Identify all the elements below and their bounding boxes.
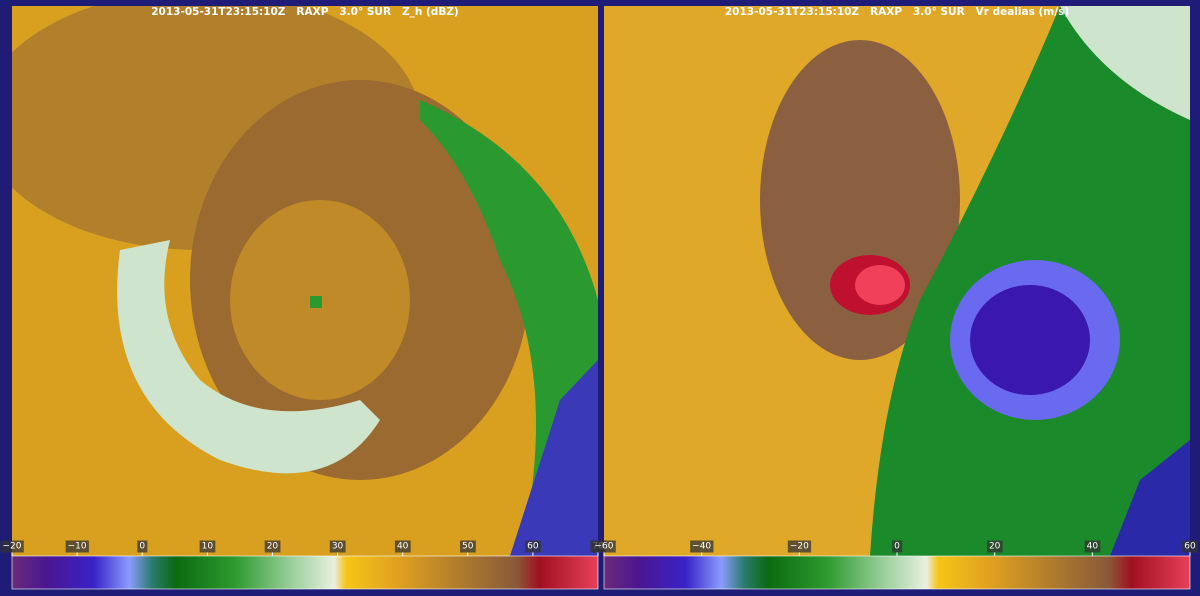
colorbar-tick-label: 40	[1087, 542, 1099, 552]
colorbar-tick-label: 0	[894, 542, 900, 552]
colorbar-tick-label: 10	[202, 542, 214, 552]
velocity-field	[604, 6, 1190, 556]
colorbar	[11, 555, 599, 590]
colorbar-tick-label: −40	[692, 542, 711, 552]
colorbar-tick-label: −20	[790, 542, 809, 552]
tick-label-bg	[892, 540, 903, 553]
colorbar-tick-label: 20	[989, 542, 1001, 552]
tick-label-bg	[986, 540, 1003, 553]
tick-label-bg	[1084, 540, 1101, 553]
colorbar-tick-label: 0	[139, 542, 145, 552]
tick-label-bg	[65, 540, 89, 553]
tick-label-bg	[329, 540, 346, 553]
tick-label-bg	[525, 540, 541, 553]
colorbar-tick-label: 50	[462, 542, 474, 552]
colorbar-tick-label: −10	[68, 542, 87, 552]
colorbar-tick-label: 30	[332, 542, 344, 552]
tick-label-bg	[460, 540, 476, 553]
colorbar	[603, 555, 1191, 590]
tick-label-bg	[264, 540, 281, 553]
colorbar-tick-label: 60	[527, 542, 539, 552]
colorbar-tick-label: 40	[397, 542, 409, 552]
colorbar-tick-label: 60	[1184, 542, 1196, 552]
tick-label-bg	[0, 540, 24, 553]
colorbar-tick-label: 20	[267, 542, 279, 552]
tick-label-bg	[1182, 540, 1198, 553]
tick-label-bg	[592, 540, 616, 553]
tick-label-bg	[690, 540, 714, 553]
tick-label-bg	[199, 540, 216, 553]
panel-title: 2013-05-31T23:15:10Z RAXP 3.0° SUR Z_h (…	[151, 6, 458, 18]
tick-label-bg	[137, 540, 148, 553]
reflectivity-field	[12, 6, 598, 556]
tick-label-bg	[787, 540, 812, 553]
colorbar-tick-label: −60	[595, 542, 614, 552]
tick-label-bg	[394, 540, 411, 553]
panel-title: 2013-05-31T23:15:10Z RAXP 3.0° SUR Vr de…	[725, 6, 1069, 18]
colorbar-tick-label: −20	[3, 542, 22, 552]
